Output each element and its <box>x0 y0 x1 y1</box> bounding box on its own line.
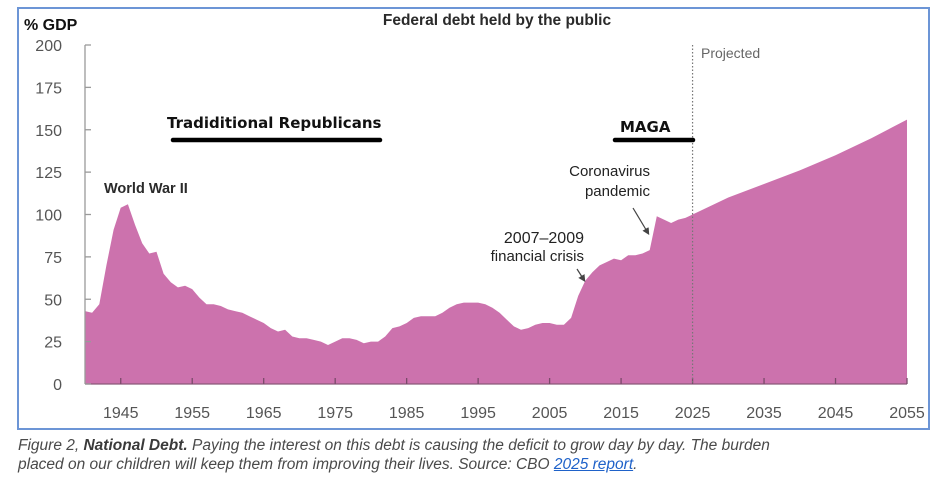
axes: 0 25 50 75 100 125 150 175 200 1945 1955 1965 1975 19… <box>35 38 925 422</box>
annotation-crisis-line1: 2007–2009 <box>504 230 584 247</box>
y-tick-label: 75 <box>44 250 62 267</box>
x-tick-label: 1955 <box>174 405 210 422</box>
chart-labels: Federal debt held by the public % GDP Pr… <box>24 12 760 283</box>
figure-frame <box>17 7 930 430</box>
y-tick-label: 200 <box>35 38 62 55</box>
y-tick-label: 0 <box>53 377 62 394</box>
figure-caption: Figure 2, National Debt. Paying the inte… <box>18 436 938 474</box>
x-tick-label: 1965 <box>246 405 282 422</box>
caption-end: . <box>633 456 638 473</box>
crisis-arrow <box>576 268 586 283</box>
caption-title: National Debt. <box>83 437 188 454</box>
y-tick-label: 125 <box>35 165 62 182</box>
annotation-crisis-line2: financial crisis <box>491 248 584 265</box>
x-tick-label: 2035 <box>746 405 782 422</box>
x-tick-label: 1995 <box>460 405 496 422</box>
series-area-0 <box>85 119 907 384</box>
y-tick-label: 175 <box>35 80 62 97</box>
annotation-covid-line2: pandemic <box>585 183 651 200</box>
chart-title: Federal debt held by the public <box>383 12 612 29</box>
x-tick-label: 2015 <box>603 405 639 422</box>
caption-text-2: placed on our children will keep them fr… <box>18 456 554 473</box>
annotation-traditional-republicans: Tradiditional Republicans <box>167 114 381 132</box>
x-tick-label: 2005 <box>532 405 568 422</box>
debt-chart: 0 25 50 75 100 125 150 175 200 1945 1955 1965 1975 19… <box>24 12 925 422</box>
caption-text-1: Paying the interest on this debt is caus… <box>187 437 770 454</box>
x-tick-label: 2025 <box>675 405 711 422</box>
y-tick-label: 100 <box>35 208 62 225</box>
y-tick-label: 150 <box>35 123 62 140</box>
plot-area <box>84 119 908 384</box>
y-tick-label: 25 <box>44 335 62 352</box>
x-tick-label: 2055 <box>889 405 925 422</box>
report-link[interactable]: 2025 report <box>553 456 634 473</box>
annotation-maga: MAGA <box>620 118 671 136</box>
x-tick-label: 1945 <box>103 405 139 422</box>
x-tick-label: 1975 <box>317 405 353 422</box>
annotation-world-war-ii: World War II <box>104 181 188 197</box>
caption-figure-label: Figure 2, <box>18 437 84 454</box>
y-axis-label: % GDP <box>24 17 78 34</box>
x-tick-label: 2045 <box>818 405 854 422</box>
y-tick-label: 50 <box>44 292 62 309</box>
projected-label: Projected <box>701 45 760 61</box>
annotation-covid-line1: Coronavirus <box>569 163 650 180</box>
covid-arrow <box>632 207 650 236</box>
x-tick-label: 1985 <box>389 405 425 422</box>
